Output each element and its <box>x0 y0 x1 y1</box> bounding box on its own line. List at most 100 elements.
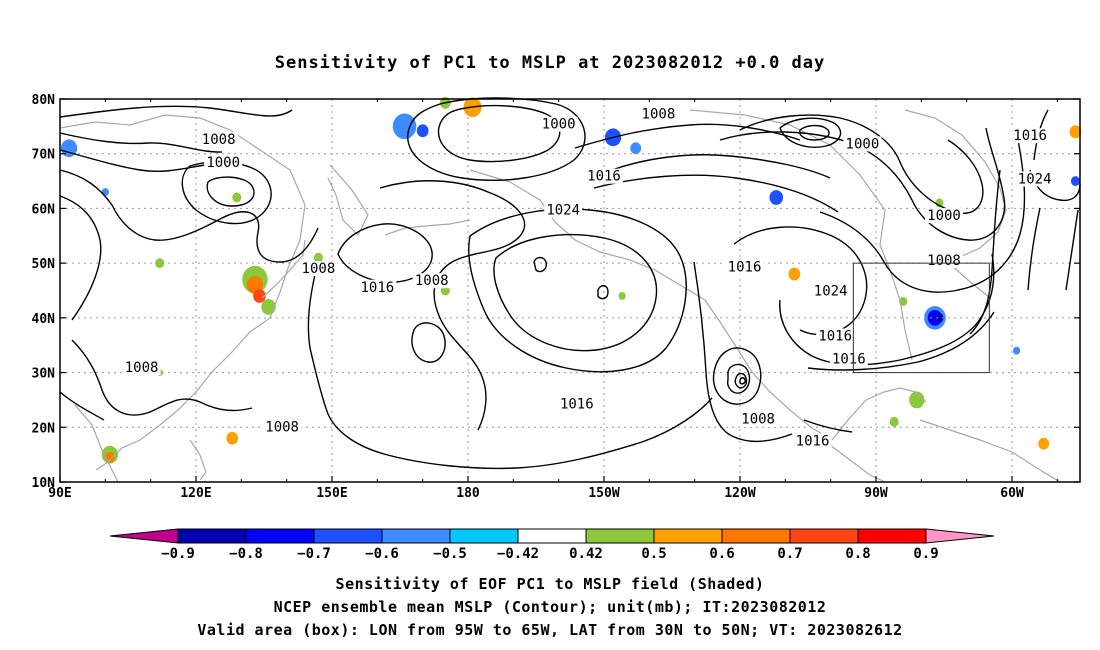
colorbar-label: −0.8 <box>229 546 263 562</box>
contour-isobar <box>1065 209 1079 291</box>
contour-isobar <box>611 154 831 179</box>
contour-label-bg <box>585 168 623 184</box>
colorbar: −0.9 −0.8 −0.7 −0.6 −0.5 −0.42 0.42 0.5 0.6 0.7 0.… <box>109 528 995 562</box>
contour-label-bg <box>639 106 678 122</box>
contour-label-bg <box>1015 171 1054 187</box>
contour-label: 1000 <box>927 208 961 224</box>
contour-label-bg <box>263 419 302 435</box>
contour-isobar <box>59 169 319 263</box>
colorbar-swatch <box>245 528 315 544</box>
contour-isobar <box>59 391 105 421</box>
valid-area-box <box>852 262 990 374</box>
colorbar-end-high <box>925 528 995 544</box>
caption-line-1: Sensitivity of EOF PC1 to MSLP field (Sh… <box>336 575 765 593</box>
coast-caribbean <box>919 419 1061 483</box>
coast-aleutians <box>384 219 471 236</box>
contour-label: 1016 <box>728 260 762 276</box>
contour-label: 1016 <box>560 396 594 412</box>
coast-central-america <box>829 444 886 483</box>
y-tick-label: 30N <box>32 367 56 382</box>
contour-isobar <box>206 176 255 207</box>
contour-label: 1008 <box>202 132 236 148</box>
colorbar-swatch <box>585 528 655 544</box>
shade-blob-25 <box>909 391 925 409</box>
colorbar-label: 0.6 <box>709 546 734 562</box>
contour-isobar <box>337 223 433 283</box>
colorbar-end-low <box>109 528 179 544</box>
shade-blob-0 <box>60 139 78 158</box>
contour-isobar <box>533 256 548 273</box>
colorbar-label: −0.6 <box>365 546 399 562</box>
contour-label: 1000 <box>206 155 240 171</box>
colorbar-label: −0.42 <box>497 546 539 562</box>
contour-isobar <box>719 127 1006 241</box>
contour-label-bg <box>122 360 161 376</box>
contour-isobar <box>59 132 223 153</box>
contour-label-bg <box>793 433 832 449</box>
contour-isobar <box>59 105 293 118</box>
shade-blob-10 <box>253 289 266 303</box>
colorbar-label: 0.42 <box>569 546 603 562</box>
colorbar-swatch <box>857 528 927 544</box>
y-tick-label: 20N <box>32 421 56 436</box>
colorbar-swatch <box>177 528 247 544</box>
mslp-contours <box>59 97 1081 470</box>
contour-isobar <box>819 139 1026 293</box>
contour-label: 1016 <box>360 280 394 296</box>
y-tick-label: 40N <box>32 312 56 327</box>
contour-label-bg <box>204 155 243 171</box>
colorbar-label: 0.7 <box>777 546 802 562</box>
contour-isobar <box>803 419 853 433</box>
contour-isobar <box>779 253 995 366</box>
contour-isobar <box>407 97 586 181</box>
contour-label-bg <box>811 283 850 299</box>
contour-label-bg <box>358 279 397 295</box>
y-tick-label: 70N <box>32 148 56 163</box>
contour-label-bg <box>1011 128 1050 144</box>
x-tick-label: 150W <box>588 486 619 501</box>
coast-philippines <box>189 439 207 481</box>
x-tick-label: 90E <box>48 486 71 501</box>
shade-blob-19 <box>618 292 626 300</box>
contour-label: 1008 <box>642 106 676 122</box>
shade-blob-7 <box>769 190 784 205</box>
contour-label-bg <box>925 208 963 224</box>
shade-blob-15 <box>232 192 242 203</box>
shade-blob-17 <box>155 258 165 269</box>
caption-line-3: Valid area (box): LON from 95W to 65W, L… <box>197 621 902 639</box>
shade-blob-23 <box>935 313 944 323</box>
shade-blob-11 <box>261 299 276 315</box>
contour-isobar <box>969 169 1001 335</box>
shade-blob-27 <box>1012 346 1021 355</box>
contour-isobar <box>739 377 746 385</box>
contour-label: 1016 <box>796 434 830 450</box>
colorbar-label: 0.9 <box>913 546 938 562</box>
colorbar-swatch <box>313 528 383 544</box>
axis-ticks: 90E 120E 150E 180 150W 120W 90W 60W 80N 70N 60N 50N… <box>32 93 1080 501</box>
colorbar-label: 0.5 <box>641 546 666 562</box>
contour-label: 1024 <box>546 203 580 219</box>
y-tick-label: 50N <box>32 257 56 272</box>
contour-label-bg <box>199 132 238 148</box>
shade-blob-14 <box>226 431 239 445</box>
coast-hudson <box>689 109 913 361</box>
y-tick-label: 60N <box>32 202 56 217</box>
y-tick-label: 10N <box>32 476 56 491</box>
contour-isobar <box>779 117 842 148</box>
colorbar-swatch <box>517 528 587 544</box>
colorbar-label: −0.9 <box>161 546 195 562</box>
contour-label-bg <box>299 261 338 277</box>
contour-label-bg <box>557 396 596 412</box>
contour-label: 1008 <box>265 419 299 435</box>
colorbar-swatch <box>721 528 791 544</box>
contour-label: 1000 <box>542 117 576 133</box>
grid-lines <box>60 99 1080 482</box>
contour-label-bg <box>739 411 778 427</box>
contour-label: 1008 <box>741 412 775 428</box>
contour-label: 1016 <box>832 351 866 367</box>
shade-blob-28 <box>1069 125 1082 139</box>
contour-isobar <box>59 195 102 321</box>
contour-label-bg <box>925 252 963 268</box>
contour-label-bg <box>816 328 855 344</box>
